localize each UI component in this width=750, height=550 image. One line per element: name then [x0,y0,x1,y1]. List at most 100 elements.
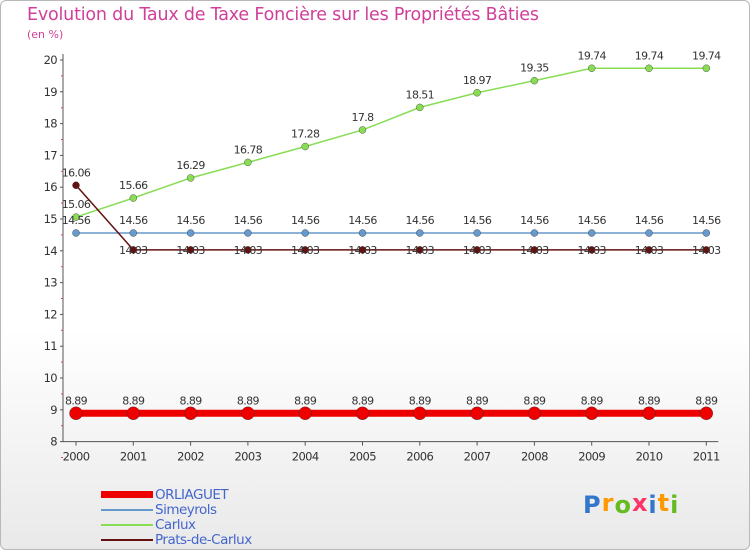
data-label: 14.03 [119,244,148,257]
data-point [473,89,481,97]
data-point [186,229,195,237]
y-tick-label: 11 [44,339,58,353]
x-tick-label: 2004 [292,450,319,464]
y-tick-label: 16 [44,180,58,194]
legend-item: Prats-de-Carlux [101,531,252,548]
data-label: 19.74 [635,49,664,62]
data-point [301,229,309,237]
data-point [358,246,367,254]
chart-title: Evolution du Taux de Taxe Foncière sur l… [27,5,539,25]
chart-legend: ORLIAGUET Simeyrols Carlux Prats-de-Carlux [101,486,252,548]
data-label: 14.56 [635,214,664,227]
data-point [183,406,198,420]
data-label: 18.97 [463,74,492,87]
data-label: 19.74 [692,49,721,62]
data-point [301,246,309,254]
data-point [588,64,596,72]
x-tick-label: 2005 [349,450,376,464]
unit-label: (en %) [27,28,64,41]
logo-letter: x [631,489,649,517]
legend-swatch [101,508,153,511]
x-tick-label: 2007 [464,450,491,464]
data-point [186,174,195,182]
data-label: 14.56 [406,214,435,227]
data-label: 14.03 [406,244,435,257]
data-label: 18.51 [406,88,435,101]
data-label: 8.89 [351,394,374,407]
data-label: 8.89 [409,394,432,407]
data-point [413,406,427,420]
x-tick-label: 2003 [234,450,261,464]
data-point [645,64,653,72]
y-tick-label: 19 [44,85,58,99]
data-label: 8.89 [237,394,260,407]
data-label: 14.56 [463,214,492,227]
x-tick-label: 2010 [636,450,663,464]
x-tick-label: 2009 [578,450,605,464]
data-label: 15.66 [119,179,148,192]
y-tick-label: 18 [44,117,58,131]
data-point [702,246,710,254]
data-label: 8.89 [180,394,203,407]
data-point [588,229,596,237]
data-label: 14.03 [635,244,664,257]
data-label: 14.03 [291,244,320,257]
data-label: 14.03 [520,244,549,257]
data-label: 19.35 [520,62,549,75]
data-label: 19.74 [577,49,606,62]
data-point [244,158,252,167]
data-label: 14.03 [463,244,492,257]
data-point [473,246,481,254]
y-tick-label: 9 [50,403,57,417]
data-point [72,213,80,221]
data-point [530,76,539,85]
legend-item: ORLIAGUET [101,486,252,503]
data-point [72,229,80,237]
x-tick-label: 2006 [406,450,433,464]
data-point [358,229,367,237]
data-label: 17.8 [351,111,374,124]
data-point [527,406,542,420]
data-point [645,246,653,254]
data-point [355,406,370,420]
data-label: 14.56 [234,214,263,227]
legend-label: Prats-de-Carlux [155,531,252,548]
x-tick-label: 2002 [177,450,204,464]
data-label: 14.03 [577,244,606,257]
data-point [416,103,424,112]
data-label: 14.56 [577,214,606,227]
data-label: 14.56 [62,214,91,227]
data-label: 14.03 [348,244,377,257]
legend-swatch [101,538,153,541]
data-label: 8.89 [638,394,661,407]
legend-item: Simeyrols [101,502,252,518]
logo-letter: t [657,489,671,517]
y-tick-label: 13 [44,276,58,290]
y-tick-label: 14 [44,244,58,258]
data-label: 8.89 [122,394,145,407]
data-point [69,406,83,420]
legend-label: ORLIAGUET [155,486,229,503]
data-point [186,246,195,254]
logo-letter: r [601,489,615,517]
data-point [358,126,367,134]
data-label: 14.56 [119,214,148,227]
x-tick-label: 2001 [120,450,147,464]
data-point [298,406,312,420]
data-label: 16.06 [62,166,91,179]
data-point [699,406,713,420]
y-tick-label: 10 [44,371,58,385]
data-point [588,246,596,254]
data-label: 14.03 [692,244,721,257]
data-point [702,229,710,237]
y-tick-label: 17 [44,148,58,162]
data-point [473,229,481,237]
data-label: 8.89 [466,394,489,407]
data-point [702,64,710,72]
y-tick-label: 8 [50,435,57,449]
y-tick-label: 20 [44,53,58,67]
data-label: 14.03 [176,244,205,257]
data-label: 14.56 [692,214,721,227]
